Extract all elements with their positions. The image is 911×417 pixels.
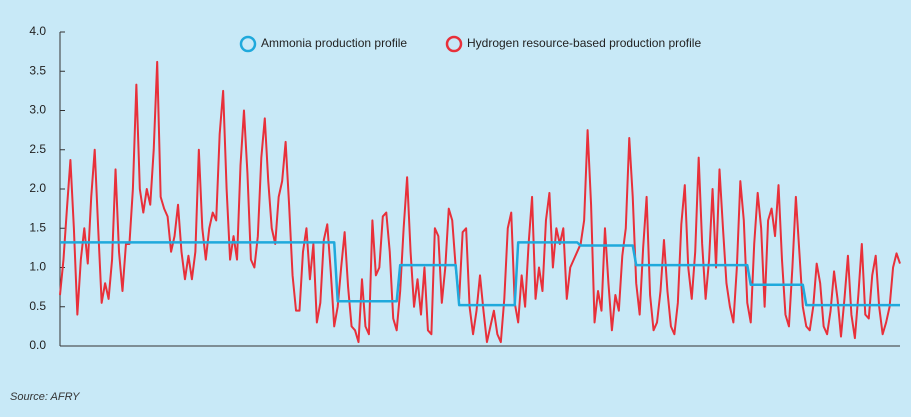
series-line <box>60 241 900 307</box>
y-tick-label: 2.0 <box>29 181 46 195</box>
legend-marker <box>239 35 257 53</box>
y-tick-label: 0.0 <box>29 338 46 352</box>
y-tick-label: 4.0 <box>29 24 46 38</box>
y-tick-label: 3.5 <box>29 63 46 77</box>
legend-marker <box>445 35 463 53</box>
y-tick-label: 1.0 <box>29 260 46 274</box>
source-note: Source: AFRY <box>10 391 80 403</box>
y-tick-label: 2.5 <box>29 142 46 156</box>
legend-label: Ammonia production profile <box>261 36 407 50</box>
y-tick-label: 1.5 <box>29 220 46 234</box>
y-tick-label: 0.5 <box>29 299 46 313</box>
series-line <box>59 60 901 344</box>
y-tick-label: 3.0 <box>29 103 46 117</box>
legend-label: Hydrogen resource-based production profi… <box>467 36 701 50</box>
